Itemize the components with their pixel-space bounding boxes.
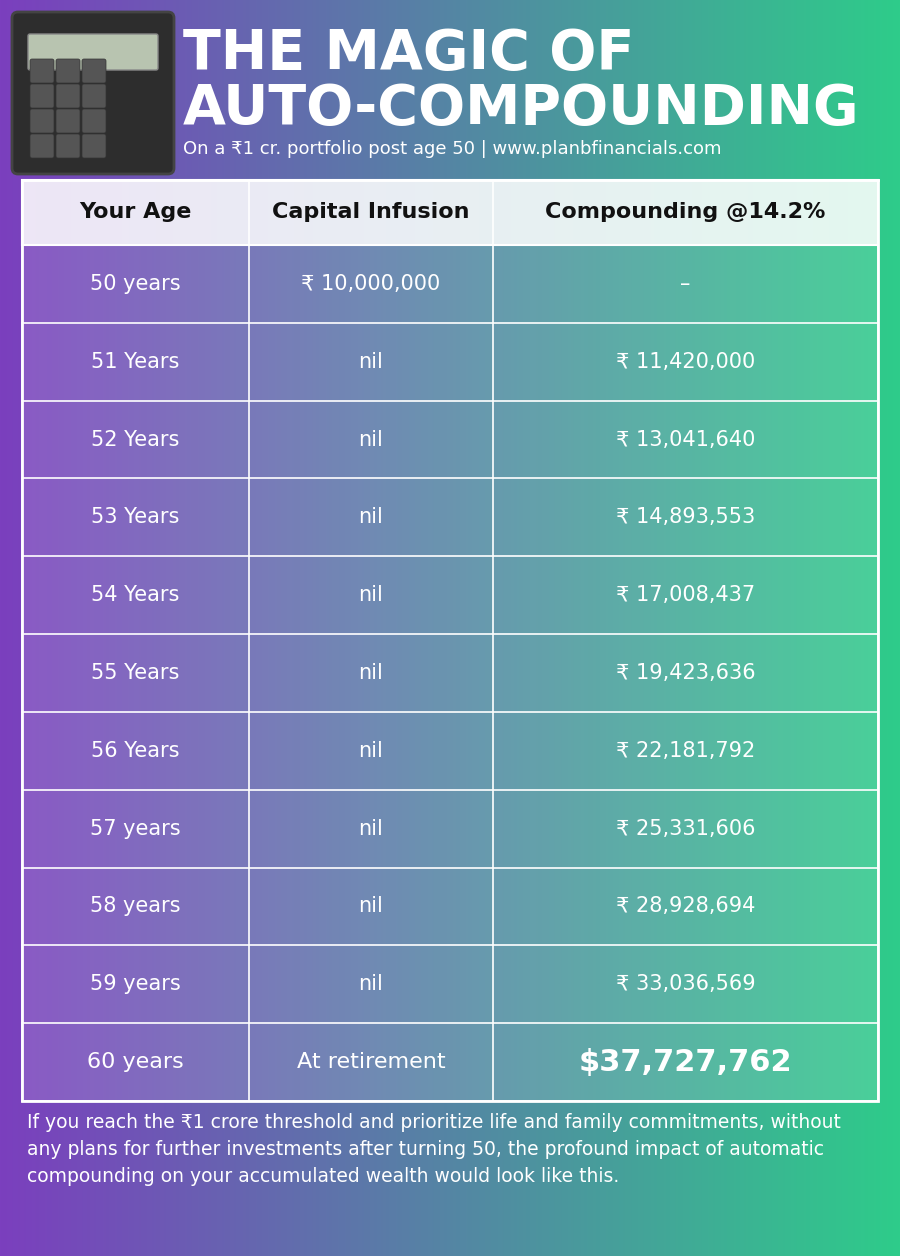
Text: –: – (680, 274, 690, 294)
Text: 55 Years: 55 Years (91, 663, 180, 683)
Text: At retirement: At retirement (296, 1053, 446, 1073)
Text: ₹ 13,041,640: ₹ 13,041,640 (616, 430, 755, 450)
FancyBboxPatch shape (82, 84, 106, 108)
FancyBboxPatch shape (82, 59, 106, 83)
Text: 52 Years: 52 Years (91, 430, 180, 450)
Text: THE MAGIC OF: THE MAGIC OF (183, 26, 634, 80)
Text: nil: nil (358, 663, 383, 683)
FancyBboxPatch shape (30, 84, 54, 108)
Text: nil: nil (358, 819, 383, 839)
Text: ₹ 17,008,437: ₹ 17,008,437 (616, 585, 755, 605)
Text: ₹ 10,000,000: ₹ 10,000,000 (302, 274, 440, 294)
Text: 56 Years: 56 Years (91, 741, 180, 761)
Text: nil: nil (358, 430, 383, 450)
Text: 51 Years: 51 Years (91, 352, 180, 372)
FancyBboxPatch shape (56, 134, 80, 158)
Text: nil: nil (358, 507, 383, 528)
FancyBboxPatch shape (56, 59, 80, 83)
FancyBboxPatch shape (22, 180, 878, 1102)
Text: nil: nil (358, 975, 383, 995)
Text: ₹ 22,181,792: ₹ 22,181,792 (616, 741, 755, 761)
Text: Your Age: Your Age (79, 202, 192, 222)
Text: If you reach the ₹1 crore threshold and prioritize life and family commitments, : If you reach the ₹1 crore threshold and … (27, 1113, 841, 1187)
Text: ₹ 33,036,569: ₹ 33,036,569 (616, 975, 755, 995)
FancyBboxPatch shape (82, 134, 106, 158)
Text: ₹ 19,423,636: ₹ 19,423,636 (616, 663, 755, 683)
Text: 53 Years: 53 Years (91, 507, 180, 528)
FancyBboxPatch shape (56, 109, 80, 133)
Text: Compounding @14.2%: Compounding @14.2% (545, 202, 825, 222)
Text: ₹ 28,928,694: ₹ 28,928,694 (616, 897, 755, 917)
Text: nil: nil (358, 741, 383, 761)
FancyBboxPatch shape (82, 109, 106, 133)
Text: ₹ 11,420,000: ₹ 11,420,000 (616, 352, 755, 372)
Text: ₹ 25,331,606: ₹ 25,331,606 (616, 819, 755, 839)
Text: nil: nil (358, 897, 383, 917)
Text: 58 years: 58 years (90, 897, 181, 917)
FancyBboxPatch shape (30, 59, 54, 83)
Text: nil: nil (358, 585, 383, 605)
Text: ₹ 14,893,553: ₹ 14,893,553 (616, 507, 755, 528)
FancyBboxPatch shape (12, 13, 174, 175)
Text: 54 Years: 54 Years (91, 585, 180, 605)
Text: 57 years: 57 years (90, 819, 181, 839)
FancyBboxPatch shape (22, 180, 878, 245)
Text: AUTO-COMPOUNDING: AUTO-COMPOUNDING (183, 82, 860, 136)
Text: 60 years: 60 years (87, 1053, 184, 1073)
FancyBboxPatch shape (30, 134, 54, 158)
Text: 59 years: 59 years (90, 975, 181, 995)
Text: 50 years: 50 years (90, 274, 181, 294)
Text: nil: nil (358, 352, 383, 372)
FancyBboxPatch shape (28, 34, 158, 70)
Text: Capital Infusion: Capital Infusion (272, 202, 470, 222)
FancyBboxPatch shape (30, 109, 54, 133)
FancyBboxPatch shape (56, 84, 80, 108)
Text: $37,727,762: $37,727,762 (579, 1048, 792, 1076)
Text: On a ₹1 cr. portfolio post age 50 | www.planbfinancials.com: On a ₹1 cr. portfolio post age 50 | www.… (183, 139, 722, 158)
